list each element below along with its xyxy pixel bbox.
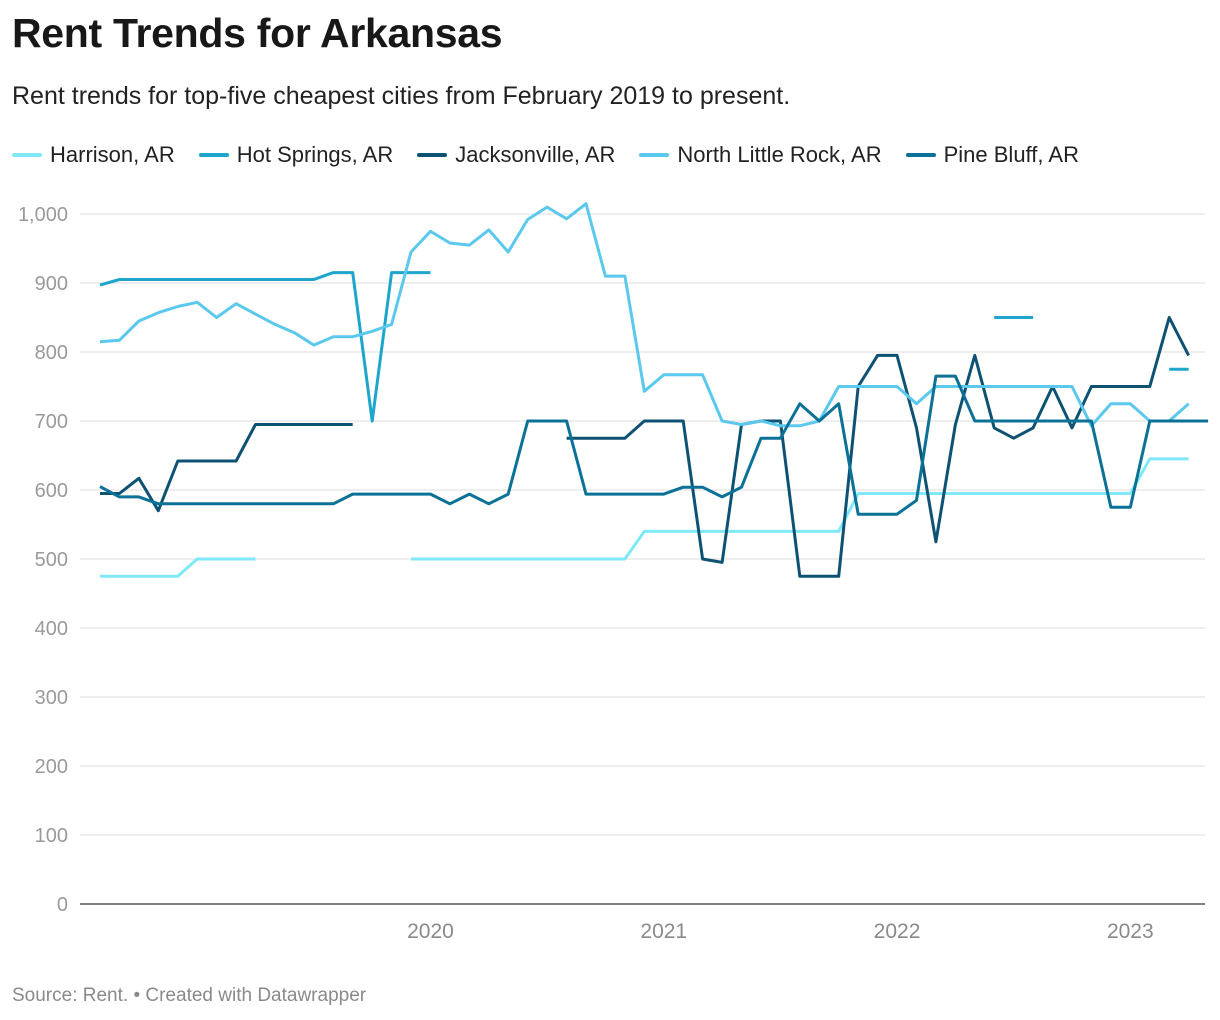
x-tick-label: 2021 (640, 920, 687, 943)
y-tick-label: 500 (35, 549, 68, 571)
y-tick-label: 700 (35, 411, 68, 433)
legend-label: Jacksonville, AR (455, 142, 616, 167)
y-tick-label: 800 (35, 342, 68, 364)
series-2 (100, 316, 1190, 578)
legend-swatch (417, 153, 448, 157)
legend-item-3: North Little Rock, AR (639, 142, 882, 168)
legend-swatch (12, 153, 42, 157)
series-line (99, 202, 1190, 428)
legend-swatch (198, 153, 229, 157)
series-0 (100, 457, 1189, 578)
x-tick-label: 2023 (1107, 920, 1154, 943)
legend-label: Harrison, AR (50, 142, 175, 167)
legend-swatch (905, 153, 936, 157)
series-3 (99, 202, 1190, 428)
source-credit: Source: Rent. • Created with Datawrapper (12, 985, 367, 1006)
series-line (411, 457, 1189, 561)
chart-subtitle: Rent trends for top-five cheapest cities… (12, 82, 791, 110)
chart-legend: Harrison, AR Hot Springs, AR Jacksonville,… (12, 142, 1079, 168)
legend-label: Pine Bluff, AR (943, 142, 1079, 167)
line-chart: 0 100 200 300 400 500 600 700 800 900 1,000 2020 202… (18, 202, 1209, 943)
legend-item-2: Jacksonville, AR (417, 142, 615, 168)
legend-label: North Little Rock, AR (677, 142, 882, 167)
x-tick-label: 2022 (874, 920, 921, 943)
legend-item-4: Pine Bluff, AR (905, 142, 1079, 168)
legend-label: Hot Springs, AR (236, 142, 394, 167)
chart-title: Rent Trends for Arkansas (12, 10, 503, 56)
series-line (100, 423, 353, 513)
series-line (100, 557, 256, 578)
series-1 (99, 271, 1189, 423)
y-tick-label: 300 (35, 687, 68, 709)
x-tick-label: 2020 (407, 920, 454, 943)
y-tick-label: 900 (35, 273, 68, 295)
y-tick-label: 600 (35, 480, 68, 502)
y-tick-label: 100 (35, 825, 68, 847)
y-tick-label: 200 (35, 756, 68, 778)
series-line (99, 374, 1209, 516)
y-tick-label: 1,000 (18, 204, 68, 226)
legend-item-1: Hot Springs, AR (198, 142, 394, 168)
y-tick-label: 0 (57, 894, 68, 916)
legend-item-0: Harrison, AR (12, 142, 175, 168)
series-4 (99, 374, 1209, 516)
series-line (99, 271, 431, 423)
series-line (566, 316, 1190, 578)
y-tick-label: 400 (35, 618, 68, 640)
legend-swatch (639, 153, 670, 157)
